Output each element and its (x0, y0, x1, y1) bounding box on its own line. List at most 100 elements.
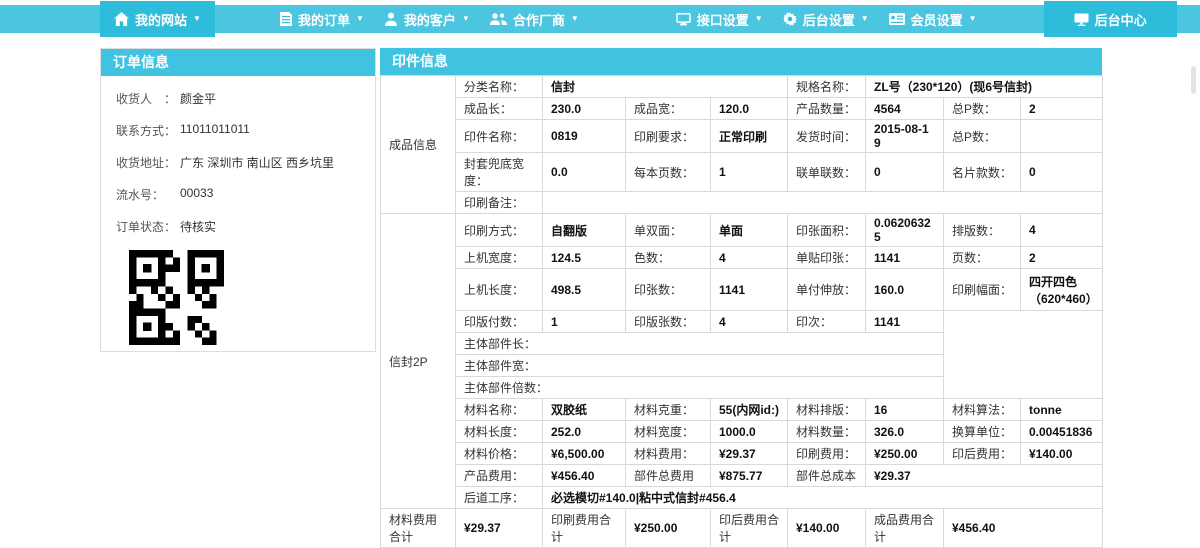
cell-value: 4 (710, 310, 788, 333)
cell-value: 信封 (542, 75, 788, 98)
top-navbar: 我的网站 ▼ 我的订单 ▼ 我的客户 ▼ 合作厂商 ▼ 接口设置 ▼ 后台设置 ▼ 会员设置 ▼ 后台中心 (0, 1, 1200, 37)
cell-value: 2015-08-19 (865, 119, 944, 153)
chevron-down-icon: ▼ (355, 14, 364, 23)
chevron-down-icon: ▼ (461, 14, 470, 23)
cell-value: 55(内网id:) (710, 398, 788, 421)
cell-label: 总P数： (943, 97, 1021, 120)
field-value: 颜金平 (180, 92, 217, 106)
cell-value: 2 (1019, 246, 1104, 269)
cell-value: 124.5 (542, 246, 626, 269)
display-icon (1074, 13, 1089, 26)
cell-label: 部件总费用 (625, 464, 711, 487)
cell-label: 单贴印张： (787, 246, 866, 269)
nav-item-label: 合作厂商 (512, 12, 565, 28)
cell-label: 产品数量： (787, 97, 866, 120)
nav-item-my-website[interactable]: 我的网站 ▼ (100, 1, 215, 37)
cell-value: ¥875.77 (710, 464, 788, 487)
cell-label: 材料算法： (943, 398, 1021, 421)
order-field-serial-number: 流水号： 00033 (116, 186, 375, 203)
cell-value: ¥140.00 (787, 508, 866, 548)
field-value: 00033 (180, 186, 214, 200)
cell-value: 单面 (710, 213, 788, 247)
cell-value: 1141 (865, 310, 944, 333)
cell-value: 4564 (865, 97, 944, 120)
order-field-receiver: 收货人 ：颜金平 (116, 90, 375, 107)
cell-label: 印刷方式： (455, 213, 543, 247)
cell-value: tonne (1019, 398, 1104, 421)
scrollbar-thumb[interactable] (1191, 66, 1196, 94)
order-panel-title: 订单信息 (101, 49, 375, 76)
cell-value: 120.0 (710, 97, 788, 120)
qr-code (129, 250, 375, 350)
nav-item-label: 我的客户 (403, 12, 456, 28)
nav-item-backend-center[interactable]: 后台中心 (1043, 1, 1177, 37)
cell-value: 0 (1019, 152, 1104, 192)
cell-label: 印刷幅面： (943, 268, 1021, 311)
cell-label: 印版张数： (625, 310, 711, 333)
nav-item-backend-settings[interactable]: 后台设置 ▼ (773, 5, 879, 33)
cell-label: 成品宽： (625, 97, 711, 120)
cell-value (1019, 119, 1104, 153)
cell-value: 必选模切#140.0|粘中式信封#456.4 (541, 486, 1104, 509)
cell-label: 部件总成本 (787, 464, 866, 487)
cell-value (541, 191, 1104, 214)
cell-value: ¥250.00 (625, 508, 711, 548)
nav-item-member-settings[interactable]: 会员设置 ▼ (879, 5, 987, 33)
order-field-order-status: 订单状态： 待核实 (116, 218, 375, 235)
nav-item-label: 接口设置 (696, 12, 749, 28)
cell-value: 双胶纸 (542, 398, 626, 421)
cell-label: 产品费用： (455, 464, 543, 487)
cell-label: 主体部件宽： (455, 354, 944, 377)
monitor-icon (676, 12, 691, 26)
cell-label: 印件名称： (455, 119, 543, 153)
cell-label: 材料数量： (787, 420, 866, 443)
nav-item-my-orders[interactable]: 我的订单 ▼ (270, 5, 374, 33)
chevron-down-icon: ▼ (193, 14, 201, 23)
order-info-panel: 订单信息 收货人 ：颜金平 联系方式： 11011011011 收货地址： 广东 深圳市… (100, 48, 376, 352)
cell-label: 印刷要求： (625, 119, 711, 153)
cell-label: 主体部件倍数： (455, 376, 944, 399)
cell-label: 成品费用合计 (865, 508, 944, 548)
field-value: 广东 深圳市 南山区 西乡坑里 (180, 156, 335, 170)
cell-value: 四开四色（620*460） (1019, 268, 1104, 311)
cell-label: 材料排版： (787, 398, 866, 421)
cell-value: ¥456.40 (942, 508, 1104, 548)
cell-value: 4 (710, 246, 788, 269)
field-value: 待核实 (180, 220, 217, 234)
cell-value: 0.00451836 (1019, 420, 1104, 443)
field-label: 联系方式： (116, 124, 177, 138)
cell-value: 1141 (865, 246, 944, 269)
gear-icon (782, 12, 797, 26)
cell-label: 总P数： (943, 119, 1021, 153)
nav-item-interface-settings[interactable]: 接口设置 ▼ (666, 5, 773, 33)
cell-label: 后道工序： (455, 486, 543, 509)
print-info-table: 成品信息 分类名称： 信封 规格名称： ZL号（230*120）(现6号信封) 成品长： 2… (380, 75, 1104, 548)
nav-item-label: 后台中心 (1094, 12, 1147, 28)
section-label: 成品信息 (380, 75, 456, 214)
cell-value: 252.0 (542, 420, 626, 443)
cell-value: 16 (865, 398, 944, 421)
cell-label: 封套兜底宽度： (455, 152, 543, 192)
cell-value: 2 (1019, 97, 1104, 120)
cell-value: 自翻版 (542, 213, 626, 247)
nav-item-partners[interactable]: 合作厂商 ▼ (480, 5, 589, 33)
cell-label: 单双面： (625, 213, 711, 247)
nav-item-my-customers[interactable]: 我的客户 ▼ (374, 5, 480, 33)
cell-label: 印刷费用合计 (542, 508, 626, 548)
cell-value: 498.5 (542, 268, 626, 311)
cell-label: 成品长： (455, 97, 543, 120)
orders-icon (279, 12, 292, 26)
nav-item-label: 会员设置 (910, 12, 963, 28)
cell-value: ¥29.37 (710, 442, 788, 465)
cell-label: 材料克重： (625, 398, 711, 421)
cell-label: 印次： (787, 310, 866, 333)
cell-value: 326.0 (865, 420, 944, 443)
cell-value: 4 (1019, 213, 1104, 247)
cell-value: 1000.0 (710, 420, 788, 443)
customers-icon (384, 12, 398, 26)
cell-label: 印刷备注： (455, 191, 543, 214)
cell-value: ¥29.37 (455, 508, 543, 548)
field-label: 订单状态： (116, 220, 177, 234)
cell-label: 换算单位： (943, 420, 1021, 443)
print-info-panel: 印件信息 成品信息 分类名称： 信封 规格名称： ZL号（230*120）(现6号信封)… (380, 48, 1104, 548)
